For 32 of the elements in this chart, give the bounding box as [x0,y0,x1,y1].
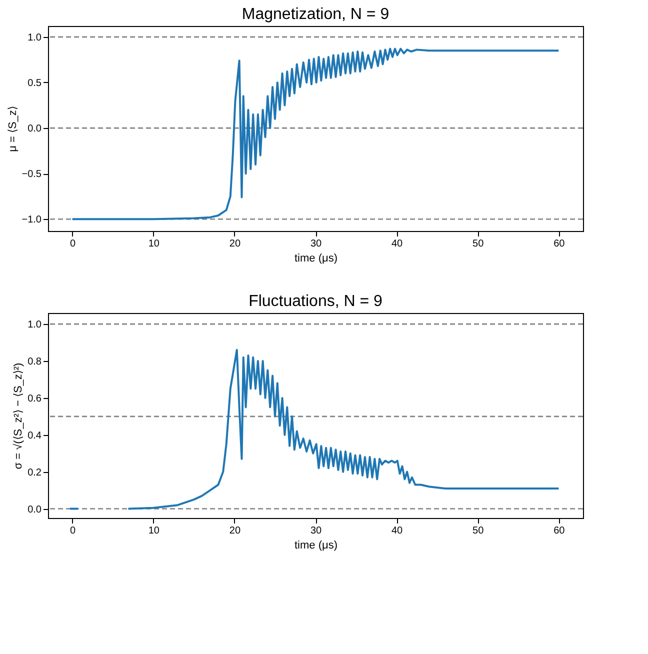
y-tick-label: 0.2 [28,467,42,478]
y-tick-label: 0.0 [28,124,42,135]
x-axis-title: time (μs) [294,540,338,552]
x-tick-label: 60 [554,238,566,250]
x-tick-label: 10 [148,238,160,250]
x-tick-label: 50 [472,238,484,250]
y-tick-label: −0.5 [22,169,42,180]
x-tick-label: 30 [310,238,322,250]
y-tick-label: 0.4 [28,430,42,442]
x-tick-label: 20 [229,526,241,536]
chart-title: Fluctuations, N = 9 [248,293,383,310]
chart-title: Magnetization, N = 9 [242,6,390,23]
x-tick-label: 10 [148,526,160,536]
x-tick-label: 50 [472,526,484,536]
x-tick-label: 40 [392,526,404,536]
y-tick-label: 0.6 [28,393,42,404]
y-tick-label: 0.0 [28,504,42,516]
y-tick-label: 1.0 [28,32,42,44]
x-tick-label: 60 [554,526,566,536]
y-tick-label: 0.5 [28,78,42,89]
y-tick-label: −1.0 [22,214,42,226]
x-tick-label: 20 [229,238,241,250]
x-tick-label: 40 [392,238,404,250]
y-axis-title: μ = ⟨S_z⟩ [6,106,19,152]
x-tick-label: 0 [70,238,76,250]
y-axis-title: σ = √(⟨S_z²⟩ − ⟨S_z⟩²) [12,362,25,470]
x-axis-title: time (μs) [294,252,338,264]
y-tick-label: 1.0 [28,320,42,331]
line-series [71,48,560,220]
x-tick-label: 30 [310,526,322,536]
x-tick-label: 0 [70,526,76,536]
y-tick-label: 0.8 [28,356,42,368]
